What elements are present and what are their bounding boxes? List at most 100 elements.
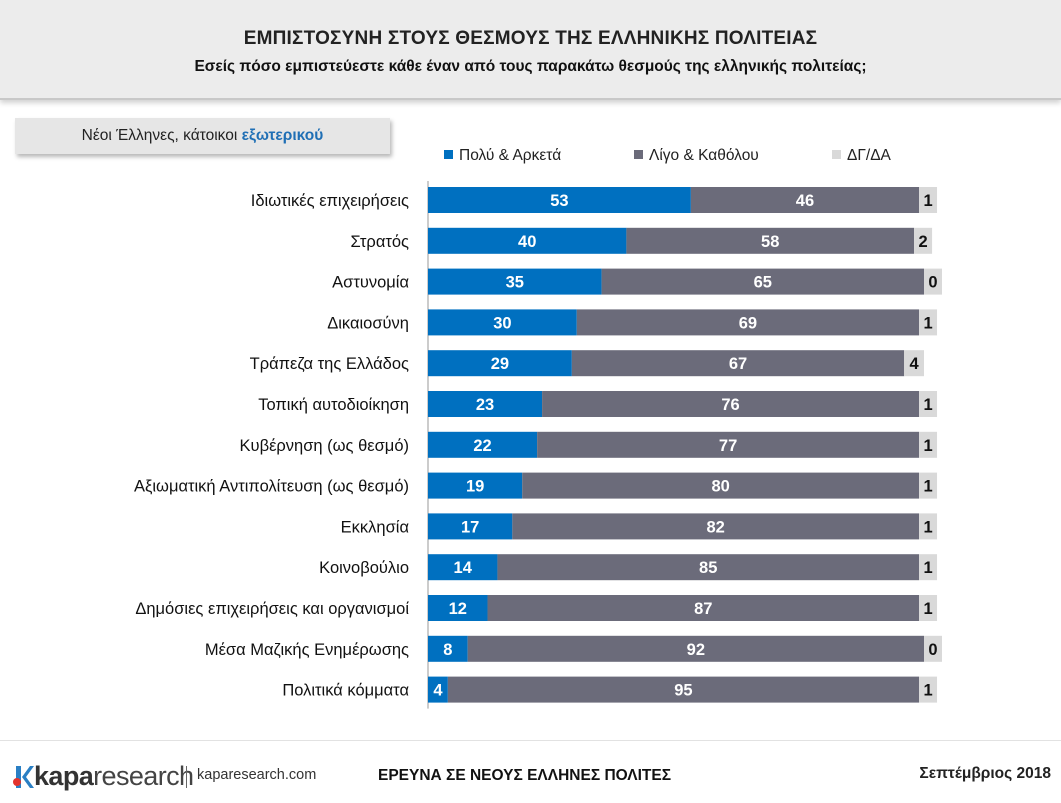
data-label-no-answer: 1 (923, 314, 932, 332)
bar-segment-no-answer (919, 554, 938, 581)
bar-segment-high-trust (428, 309, 577, 336)
bar-segment-high-trust (428, 595, 488, 621)
data-label-low-trust: 58 (761, 233, 779, 251)
category-label: Αστυνομία (332, 274, 409, 292)
data-label-no-answer: 1 (923, 518, 932, 536)
legend-label-no-answer: ΔΓ/ΔΑ (847, 147, 891, 164)
data-label-high-trust: 17 (461, 518, 479, 536)
bar-segment-no-answer (919, 187, 938, 213)
data-label-low-trust: 95 (674, 682, 692, 700)
data-label-low-trust: 69 (739, 314, 757, 332)
kapa-logo-mark-icon (13, 766, 34, 788)
bar-segment-high-trust (428, 676, 448, 703)
data-label-no-answer: 1 (923, 600, 932, 618)
data-label-no-answer: 1 (923, 478, 932, 496)
page-subtitle: Εσείς πόσο εμπιστεύεστε κάθε έναν από το… (194, 58, 867, 75)
logo-separator (186, 766, 187, 788)
site-url[interactable]: kaparesearch.com (197, 767, 317, 783)
data-label-no-answer: 1 (923, 437, 932, 455)
bar-segment-low-trust (487, 595, 920, 621)
data-label-high-trust: 53 (550, 192, 568, 210)
bar-segment-no-answer (919, 595, 938, 621)
category-label: Αξιωματική Αντιπολίτευση (ως θεσμό) (134, 478, 409, 496)
category-label: Δικαιοσύνη (327, 314, 409, 332)
bar-segment-low-trust (690, 187, 920, 213)
bar-segment-low-trust (542, 391, 920, 417)
category-label: Τράπεζα της Ελλάδος (250, 355, 409, 373)
kapa-research-logo: kaparesearch (12, 759, 202, 795)
bar-segment-high-trust (428, 268, 602, 295)
data-label-high-trust: 4 (433, 682, 443, 700)
legend-swatch-no-answer (832, 150, 841, 159)
data-label-low-trust: 76 (721, 396, 739, 414)
data-label-no-answer: 0 (928, 274, 937, 292)
bar-segment-low-trust (497, 554, 920, 581)
bar-segment-no-answer (914, 227, 933, 254)
data-label-no-answer: 2 (918, 233, 927, 251)
bar-segment-no-answer (919, 676, 938, 703)
category-label: Ιδιωτικές επιχειρήσεις (251, 192, 409, 210)
bar-segment-low-trust (447, 676, 920, 703)
bar-segment-low-trust (512, 513, 920, 540)
bar-segment-low-trust (467, 635, 924, 662)
bar-segment-low-trust (601, 268, 924, 295)
bar-segment-no-answer (924, 635, 942, 662)
data-label-no-answer: 0 (928, 641, 937, 659)
data-label-low-trust: 46 (796, 192, 814, 210)
data-label-high-trust: 22 (473, 437, 491, 455)
category-label: Τοπική αυτοδιοίκηση (258, 396, 409, 414)
data-label-low-trust: 85 (699, 559, 717, 577)
category-label: Πολιτικά κόμματα (282, 682, 409, 700)
legend-swatch-high-trust (444, 150, 453, 159)
bar-segment-no-answer (919, 472, 938, 499)
data-label-no-answer: 1 (923, 192, 932, 210)
bar-segment-low-trust (576, 309, 920, 336)
data-label-no-answer: 4 (909, 355, 919, 373)
data-label-low-trust: 92 (687, 641, 705, 659)
bar-segment-high-trust (428, 227, 627, 254)
bar-segment-low-trust (522, 472, 920, 499)
bar-segment-no-answer (904, 350, 924, 377)
bar-segment-no-answer (919, 431, 938, 458)
segment-label-box: Νέοι Έλληνες, κάτοικοι εξωτερικού (15, 118, 390, 154)
data-label-low-trust: 67 (729, 355, 747, 373)
category-label: Κοινοβούλιο (319, 559, 409, 577)
legend-item-no-answer: ΔΓ/ΔΑ (832, 146, 891, 166)
bar-segment-low-trust (626, 227, 915, 254)
data-label-high-trust: 40 (518, 233, 536, 251)
bar-segment-no-answer (919, 513, 938, 540)
bar-segment-high-trust (428, 513, 513, 540)
logo-brand: kapa (34, 761, 94, 791)
bar-segment-high-trust (428, 391, 543, 417)
data-label-high-trust: 14 (454, 559, 473, 577)
legend-label-low-trust: Λίγο & Καθόλου (649, 147, 759, 164)
category-label: Δημόσιες επιχειρήσεις και οργανισμοί (135, 600, 409, 618)
data-label-low-trust: 77 (719, 437, 737, 455)
legend-swatch-low-trust (634, 150, 643, 159)
bar-segment-high-trust (428, 350, 572, 377)
survey-title: ΕΡΕΥΝΑ ΣΕ ΝΕΟΥΣ ΕΛΛΗΝΕΣ ΠΟΛΙΤΕΣ (378, 767, 672, 784)
data-label-high-trust: 35 (506, 274, 524, 292)
data-label-low-trust: 87 (694, 600, 712, 618)
segment-label-highlight: εξωτερικού (241, 127, 324, 144)
bar-segment-no-answer (924, 268, 942, 295)
data-label-low-trust: 65 (754, 274, 772, 292)
legend-item-low-trust: Λίγο & Καθόλου (634, 146, 759, 166)
legend-item-high-trust: Πολύ & Αρκετά (444, 146, 561, 166)
bar-segment-low-trust (571, 350, 905, 377)
bar-segment-high-trust (428, 187, 691, 213)
data-label-high-trust: 12 (449, 600, 467, 618)
footer: kaparesearch kaparesearch.com ΕΡΕΥΝΑ ΣΕ … (0, 740, 1061, 803)
bar-segment-high-trust (428, 635, 468, 662)
data-label-high-trust: 29 (491, 355, 509, 373)
logo-brand-suffix: research (93, 761, 194, 791)
survey-date: Σεπτέμβριος 2018 (919, 765, 1051, 782)
category-label: Μέσα Μαζικής Ενημέρωσης (205, 641, 409, 659)
category-label: Εκκλησία (341, 518, 410, 536)
data-label-low-trust: 82 (707, 518, 725, 536)
segment-label-prefix: Νέοι Έλληνες, κάτοικοι (81, 127, 242, 144)
data-label-low-trust: 80 (711, 478, 729, 496)
bar-segment-high-trust (428, 554, 498, 581)
header-banner: ΕΜΠΙΣΤΟΣΥΝΗ ΣΤΟΥΣ ΘΕΣΜΟΥΣ ΤΗΣ ΕΛΛΗΝΙΚΗΣ … (0, 0, 1061, 100)
